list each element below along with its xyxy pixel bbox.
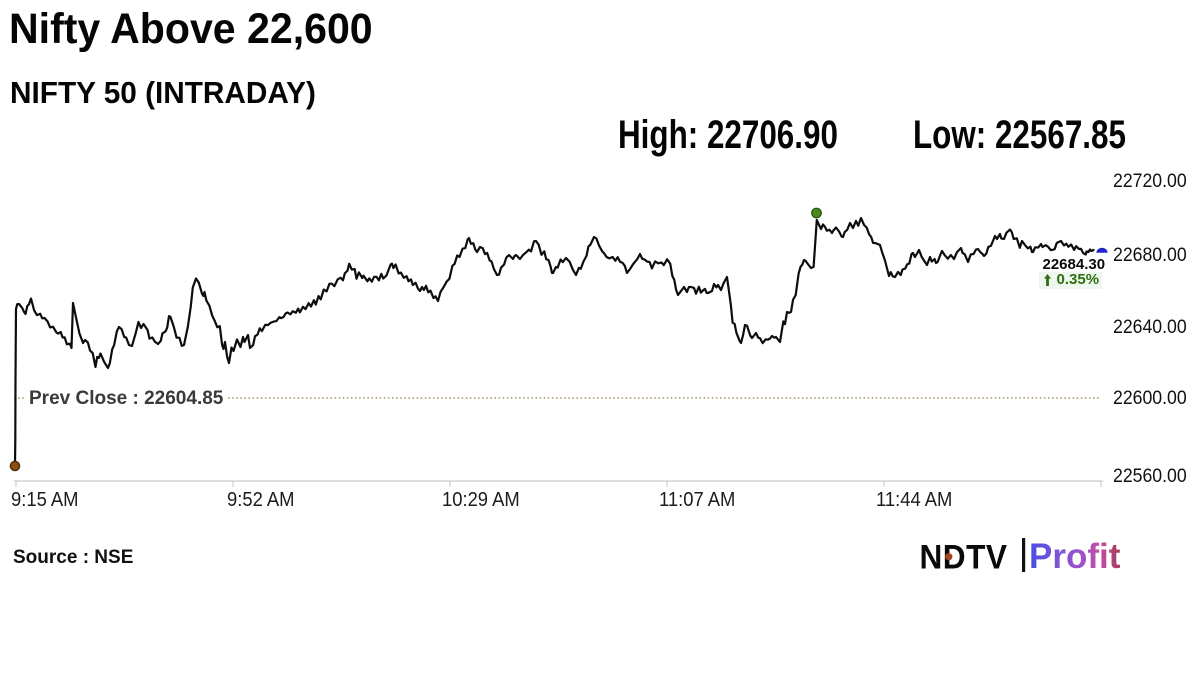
svg-text:NDTV: NDTV	[920, 537, 1008, 575]
svg-text:Profit: Profit	[1029, 537, 1121, 576]
